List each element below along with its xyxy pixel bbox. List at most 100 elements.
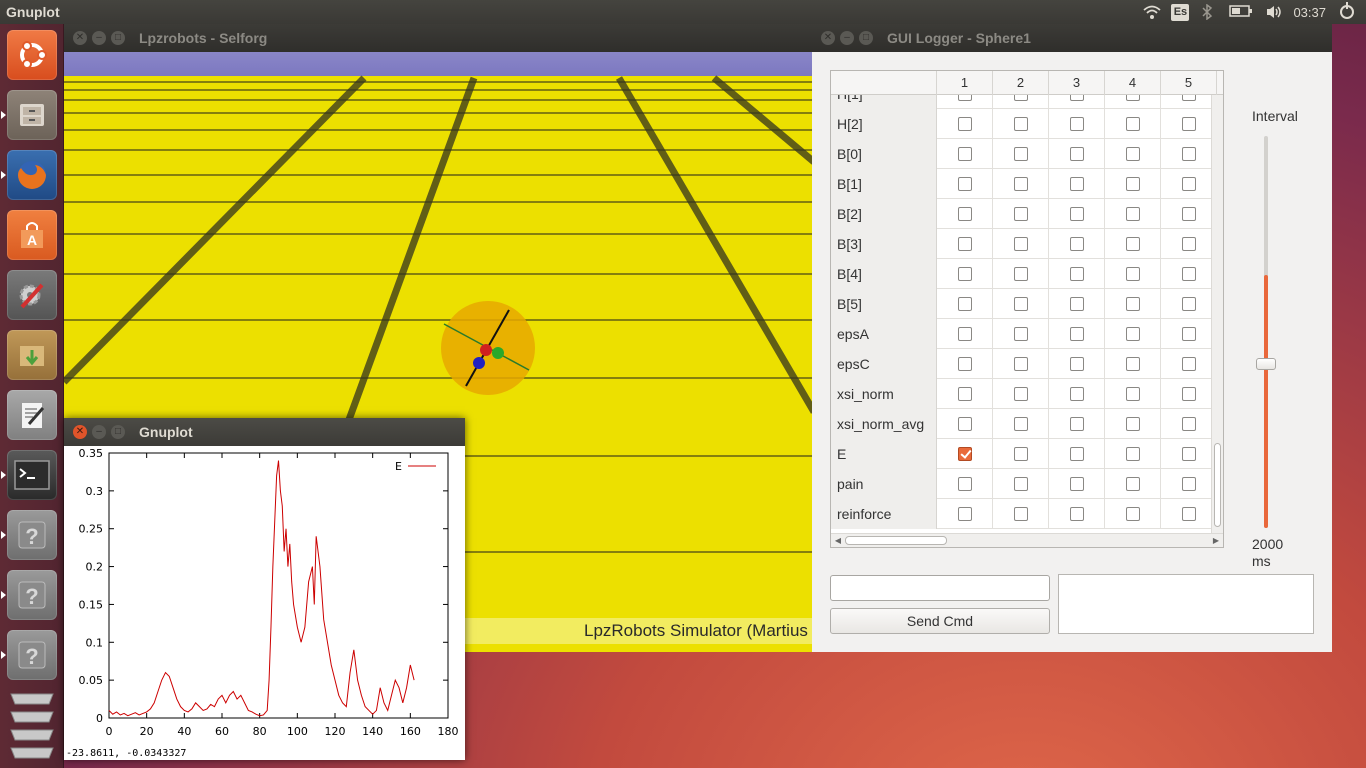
minimize-button[interactable]: – [92, 31, 106, 45]
plot-checkbox[interactable] [957, 417, 972, 431]
plot-checkbox[interactable] [957, 117, 972, 131]
plot-checkbox[interactable] [1013, 507, 1028, 521]
plot-checkbox[interactable] [1125, 237, 1140, 251]
battery-icon[interactable] [1229, 4, 1255, 20]
plot-checkbox[interactable] [957, 507, 972, 521]
row-header[interactable]: epsA [831, 319, 937, 349]
plot-checkbox[interactable] [1013, 297, 1028, 311]
plot-checkbox[interactable] [1013, 117, 1028, 131]
command-input[interactable] [830, 575, 1050, 601]
workspace-switcher-button[interactable] [7, 684, 57, 764]
plot-checkbox[interactable] [1181, 117, 1196, 131]
unknown-app-button[interactable]: ? [7, 570, 57, 620]
plot-checkbox[interactable] [1181, 447, 1196, 461]
row-header[interactable]: H[2] [831, 109, 937, 139]
minimize-button[interactable]: – [840, 31, 854, 45]
plot-checkbox[interactable] [1069, 417, 1084, 431]
gnuplot-titlebar[interactable]: ✕ – □ Gnuplot [64, 418, 465, 446]
plot-checkbox[interactable] [1069, 117, 1084, 131]
plot-checkbox[interactable] [1181, 507, 1196, 521]
row-header[interactable]: xsi_norm_avg [831, 409, 937, 439]
gui-logger-titlebar[interactable]: ✕ – □ GUI Logger - Sphere1 [812, 24, 1332, 52]
row-header[interactable]: B[4] [831, 259, 937, 289]
plot-checkbox[interactable] [1069, 95, 1084, 101]
plot-checkbox[interactable] [1181, 387, 1196, 401]
plot-checkbox[interactable] [1125, 477, 1140, 491]
horizontal-scrollbar-thumb[interactable] [845, 536, 947, 545]
plot-checkbox[interactable] [1125, 95, 1140, 101]
plot-checkbox[interactable] [1069, 447, 1084, 461]
plot-checkbox[interactable] [1069, 297, 1084, 311]
gnuplot-window[interactable]: ✕ – □ Gnuplot 0 20 40 60 80 100 120 140 160 180 0 0… [64, 418, 465, 760]
maximize-button[interactable]: □ [111, 31, 125, 45]
plot-checkbox[interactable] [1181, 207, 1196, 221]
row-header[interactable]: B[3] [831, 229, 937, 259]
close-button[interactable]: ✕ [73, 425, 87, 439]
terminal-button[interactable] [7, 450, 57, 500]
plot-checkbox[interactable] [957, 387, 972, 401]
plot-checkbox[interactable] [1181, 417, 1196, 431]
plot-checkbox[interactable] [1013, 267, 1028, 281]
plot-checkbox[interactable] [1013, 177, 1028, 191]
column-header[interactable]: 4 [1105, 71, 1161, 95]
dash-home-button[interactable] [7, 30, 57, 80]
row-header[interactable]: B[2] [831, 199, 937, 229]
plot-checkbox[interactable] [1181, 357, 1196, 371]
plot-checkbox[interactable] [1013, 357, 1028, 371]
plot-checkbox[interactable] [957, 447, 972, 461]
plot-checkbox[interactable] [1069, 357, 1084, 371]
plot-checkbox[interactable] [1013, 387, 1028, 401]
gui-logger-window[interactable]: ✕ – □ GUI Logger - Sphere1 1 2 3 4 5 H[1… [812, 24, 1332, 652]
plot-checkbox[interactable] [1181, 95, 1196, 101]
plot-checkbox[interactable] [957, 327, 972, 341]
plot-checkbox[interactable] [1125, 147, 1140, 161]
plot-checkbox[interactable] [1013, 207, 1028, 221]
plot-checkbox[interactable] [1125, 117, 1140, 131]
plot-checkbox[interactable] [957, 297, 972, 311]
bluetooth-icon[interactable] [1201, 3, 1219, 21]
plot-checkbox[interactable] [957, 147, 972, 161]
plot-checkbox[interactable] [1069, 267, 1084, 281]
plot-checkbox[interactable] [1125, 327, 1140, 341]
column-header[interactable]: 5 [1161, 71, 1217, 95]
plot-checkbox[interactable] [1013, 237, 1028, 251]
system-settings-button[interactable] [7, 270, 57, 320]
plot-checkbox[interactable] [957, 177, 972, 191]
plot-checkbox[interactable] [1069, 477, 1084, 491]
plot-checkbox[interactable] [1125, 447, 1140, 461]
plot-checkbox[interactable] [1125, 177, 1140, 191]
gnuplot-plot-area[interactable]: 0 20 40 60 80 100 120 140 160 180 0 0.05 0.1 0.15 0.2 0… [64, 446, 465, 760]
plot-checkbox[interactable] [1013, 417, 1028, 431]
plot-checkbox[interactable] [1069, 387, 1084, 401]
plot-checkbox[interactable] [1069, 207, 1084, 221]
unknown-app-button[interactable]: ? [7, 510, 57, 560]
send-cmd-button[interactable]: Send Cmd [830, 608, 1050, 634]
interval-slider[interactable] [1264, 136, 1268, 528]
plot-checkbox[interactable] [1181, 297, 1196, 311]
row-header[interactable]: xsi_norm [831, 379, 937, 409]
plot-checkbox[interactable] [1069, 507, 1084, 521]
plot-checkbox[interactable] [1125, 387, 1140, 401]
plot-checkbox[interactable] [1013, 147, 1028, 161]
minimize-button[interactable]: – [92, 425, 106, 439]
maximize-button[interactable]: □ [111, 425, 125, 439]
volume-icon[interactable] [1265, 4, 1283, 20]
plot-checkbox[interactable] [1125, 267, 1140, 281]
plot-checkbox[interactable] [1013, 447, 1028, 461]
plot-checkbox[interactable] [1181, 477, 1196, 491]
plot-checkbox[interactable] [1013, 95, 1028, 101]
unknown-app-button[interactable]: ? [7, 630, 57, 680]
close-button[interactable]: ✕ [73, 31, 87, 45]
archive-manager-button[interactable] [7, 330, 57, 380]
plot-checkbox[interactable] [1181, 177, 1196, 191]
maximize-button[interactable]: □ [859, 31, 873, 45]
lpzrobots-titlebar[interactable]: ✕ – □ Lpzrobots - Selforg [64, 24, 814, 52]
plot-checkbox[interactable] [1181, 147, 1196, 161]
column-header[interactable]: 1 [937, 71, 993, 95]
software-center-button[interactable]: A [7, 210, 57, 260]
row-header[interactable]: pain [831, 469, 937, 499]
horizontal-scrollbar[interactable]: ◀ ▶ [831, 533, 1223, 547]
plot-checkbox[interactable] [1013, 477, 1028, 491]
column-header[interactable]: 2 [993, 71, 1049, 95]
row-header[interactable]: B[1] [831, 169, 937, 199]
